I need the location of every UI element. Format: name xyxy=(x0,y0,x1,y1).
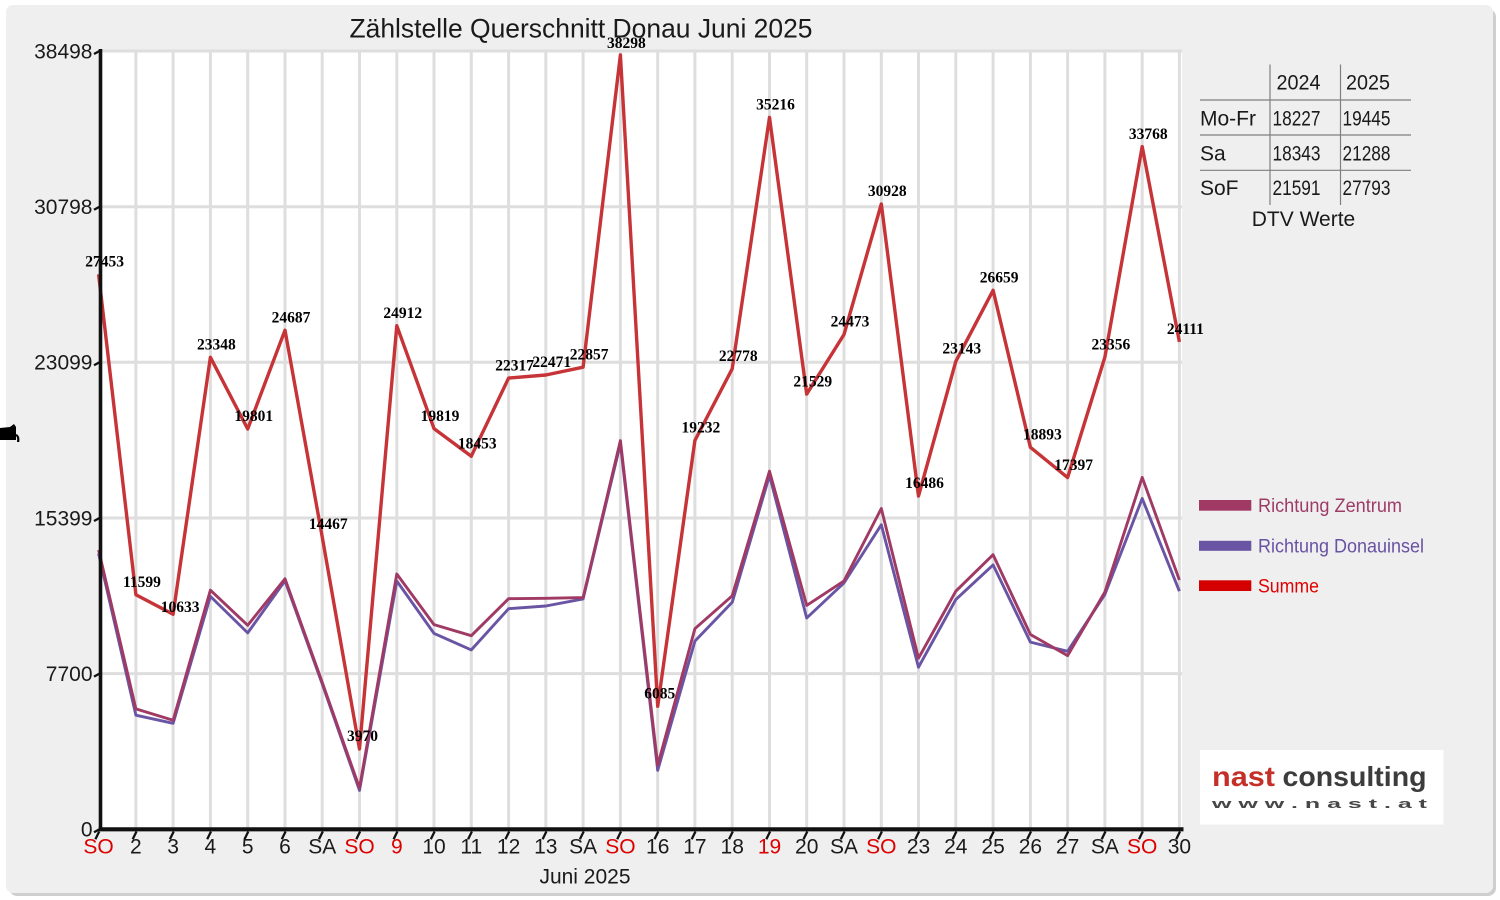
svg-text:SO: SO xyxy=(605,836,635,859)
svg-text:2: 2 xyxy=(130,836,142,859)
svg-text:24912: 24912 xyxy=(383,305,422,322)
svg-text:22317: 22317 xyxy=(495,357,534,374)
svg-text:18: 18 xyxy=(721,836,744,859)
svg-text:w w w . n a s t . a t: w w w . n a s t . a t xyxy=(1210,796,1428,811)
svg-text:30: 30 xyxy=(1168,836,1191,859)
svg-text:19: 19 xyxy=(758,836,781,859)
svg-text:18893: 18893 xyxy=(1023,427,1062,444)
svg-text:19445: 19445 xyxy=(1343,108,1391,131)
svg-text:19232: 19232 xyxy=(682,420,721,437)
svg-text:Zählstelle Querschnitt Donau J: Zählstelle Querschnitt Donau Juni 2025 xyxy=(350,14,813,44)
svg-text:20: 20 xyxy=(795,836,818,859)
svg-text:6085: 6085 xyxy=(644,686,675,703)
svg-text:23348: 23348 xyxy=(197,337,236,354)
svg-text:35216: 35216 xyxy=(756,97,795,114)
svg-text:SO: SO xyxy=(866,836,896,859)
svg-text:SA: SA xyxy=(569,836,597,859)
svg-text:21529: 21529 xyxy=(793,373,832,390)
svg-text:SO: SO xyxy=(344,836,374,859)
svg-text:17397: 17397 xyxy=(1054,457,1093,474)
svg-text:22471: 22471 xyxy=(532,354,571,371)
svg-text:21288: 21288 xyxy=(1343,143,1391,166)
svg-text:11: 11 xyxy=(460,836,482,859)
svg-text:Summe: Summe xyxy=(1258,577,1319,598)
svg-text:SA: SA xyxy=(308,836,336,859)
svg-text:3: 3 xyxy=(167,836,179,859)
svg-text:10633: 10633 xyxy=(161,599,200,616)
svg-text:23356: 23356 xyxy=(1092,336,1131,353)
svg-text:21591: 21591 xyxy=(1273,177,1321,200)
svg-text:SoF: SoF xyxy=(1200,177,1239,200)
svg-text:33768: 33768 xyxy=(1129,126,1168,143)
svg-text:25: 25 xyxy=(981,836,1004,859)
svg-text:Richtung Donauinsel: Richtung Donauinsel xyxy=(1258,537,1424,558)
svg-text:18343: 18343 xyxy=(1273,143,1321,166)
svg-text:SO: SO xyxy=(83,836,113,859)
svg-text:2025: 2025 xyxy=(1346,72,1390,95)
svg-text:27: 27 xyxy=(1056,836,1079,859)
svg-text:27793: 27793 xyxy=(1343,177,1391,200)
svg-text:3970: 3970 xyxy=(347,728,378,745)
svg-text:7700: 7700 xyxy=(46,663,93,686)
svg-text:24111: 24111 xyxy=(1167,321,1204,338)
svg-text:nast: nast xyxy=(1212,761,1275,792)
svg-text:SA: SA xyxy=(1091,836,1119,859)
svg-text:23: 23 xyxy=(907,836,930,859)
svg-text:14467: 14467 xyxy=(309,516,348,533)
svg-text:Richtung Zentrum: Richtung Zentrum xyxy=(1258,496,1402,517)
svg-text:15399: 15399 xyxy=(34,507,92,530)
svg-text:2024: 2024 xyxy=(1277,72,1321,95)
svg-text:18453: 18453 xyxy=(458,435,497,452)
svg-text:38498: 38498 xyxy=(34,40,92,63)
svg-text:23143: 23143 xyxy=(942,341,981,358)
svg-text:0: 0 xyxy=(81,819,93,842)
svg-text:13: 13 xyxy=(534,836,557,859)
svg-text:24687: 24687 xyxy=(272,309,311,326)
svg-text:22857: 22857 xyxy=(570,346,609,363)
svg-text:DTV Werte: DTV Werte xyxy=(1252,208,1355,231)
svg-text:consulting: consulting xyxy=(1283,761,1427,792)
svg-text:Sa: Sa xyxy=(1200,143,1226,166)
svg-text:26: 26 xyxy=(1019,836,1042,859)
svg-text:Juni 2025: Juni 2025 xyxy=(539,866,630,889)
svg-text:30928: 30928 xyxy=(868,183,907,200)
svg-text:12: 12 xyxy=(497,836,520,859)
svg-text:23099: 23099 xyxy=(34,352,92,375)
svg-text:24473: 24473 xyxy=(831,314,870,331)
svg-text:11599: 11599 xyxy=(123,574,161,591)
svg-text:19819: 19819 xyxy=(421,408,460,425)
svg-text:38298: 38298 xyxy=(607,35,646,52)
svg-text:16486: 16486 xyxy=(905,475,944,492)
svg-text:9: 9 xyxy=(391,836,403,859)
svg-text:16: 16 xyxy=(646,836,669,859)
svg-text:24: 24 xyxy=(944,836,968,859)
svg-text:4: 4 xyxy=(205,836,217,859)
svg-text:22778: 22778 xyxy=(719,348,758,365)
svg-text:10: 10 xyxy=(422,836,445,859)
svg-text:5: 5 xyxy=(242,836,254,859)
svg-text:26659: 26659 xyxy=(980,270,1019,287)
svg-text:Mo-Fr: Mo-Fr xyxy=(1200,108,1256,131)
svg-text:19801: 19801 xyxy=(234,408,273,425)
svg-text:6: 6 xyxy=(279,836,291,859)
svg-text:18227: 18227 xyxy=(1273,108,1321,131)
svg-text:SA: SA xyxy=(830,836,858,859)
svg-text:SO: SO xyxy=(1127,836,1157,859)
svg-text:30798: 30798 xyxy=(34,196,92,219)
svg-text:17: 17 xyxy=(683,836,706,859)
svg-text:27453: 27453 xyxy=(85,254,124,271)
